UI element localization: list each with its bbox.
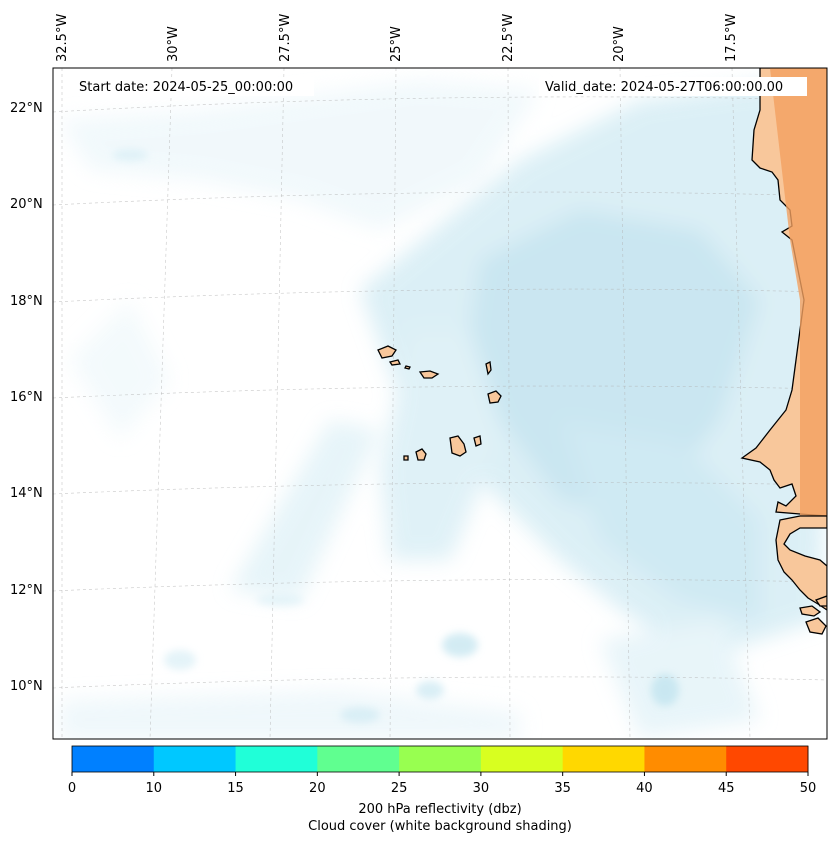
colorbar-cell xyxy=(72,746,155,772)
colorbar-cells xyxy=(72,746,809,772)
colorbar-cell xyxy=(726,746,809,772)
colorbar-cell xyxy=(153,746,237,772)
colorbar-cell xyxy=(235,746,318,772)
graticule xyxy=(53,68,827,739)
lon-label-20w: 20°W xyxy=(612,26,627,62)
valid-date-label: Valid_date: 2024-05-27T06:00:00.00 xyxy=(545,80,783,95)
colorbar: 0 10 15 20 25 30 35 40 45 50 200 hPa reflectivity… xyxy=(68,745,816,834)
lat-label-10n: 10°N xyxy=(10,679,43,694)
lon-label-25w: 25°W xyxy=(389,26,404,62)
lat-label-22n: 22°N xyxy=(10,101,43,116)
lat-label-12n: 12°N xyxy=(10,583,43,598)
colorbar-cell xyxy=(399,746,482,772)
colorbar-cell xyxy=(317,746,400,772)
hot-land-shading xyxy=(770,68,827,520)
colorbar-cell xyxy=(562,746,645,772)
cape-verde-islands xyxy=(377,345,502,461)
latitude-labels: 22°N 20°N 18°N 16°N 14°N 12°N 10°N xyxy=(10,101,43,694)
colorbar-tick-label: 15 xyxy=(227,781,244,796)
valid-date-annotation: Valid_date: 2024-05-27T06:00:00.00 xyxy=(539,77,807,96)
start-date-annotation: Start date: 2024-05-25_00:00:00 xyxy=(74,77,314,96)
colorbar-tick-label: 35 xyxy=(554,781,571,796)
map-frame xyxy=(52,67,828,740)
cloud-cover-shading xyxy=(60,80,827,739)
lat-label-16n: 16°N xyxy=(10,390,43,405)
colorbar-tick-label: 10 xyxy=(146,781,163,796)
colorbar-tick-label: 40 xyxy=(636,781,653,796)
longitude-labels: 32.5°W 30°W 27.5°W 25°W 22.5°W 20°W 17.5… xyxy=(55,14,739,62)
colorbar-title: 200 hPa reflectivity (dbz) xyxy=(358,802,521,817)
lon-label-22.5w: 22.5°W xyxy=(501,14,516,62)
west-africa-land xyxy=(740,68,827,635)
colorbar-tick-label: 45 xyxy=(718,781,735,796)
colorbar-tick-label: 30 xyxy=(473,781,490,796)
colorbar-cell xyxy=(644,746,727,772)
colorbar-frame xyxy=(71,745,809,773)
colorbar-cell xyxy=(480,746,564,772)
lat-label-20n: 20°N xyxy=(10,197,43,212)
colorbar-ticks: 0 10 15 20 25 30 35 40 45 50 xyxy=(68,772,816,796)
lon-label-27.5w: 27.5°W xyxy=(278,14,293,62)
colorbar-tick-label: 25 xyxy=(391,781,408,796)
lon-label-30w: 30°W xyxy=(166,26,181,62)
lat-label-14n: 14°N xyxy=(10,486,43,501)
start-date-label: Start date: 2024-05-25_00:00:00 xyxy=(79,80,293,95)
lon-label-17.5w: 17.5°W xyxy=(724,14,739,62)
lat-label-18n: 18°N xyxy=(10,294,43,309)
colorbar-subtitle: Cloud cover (white background shading) xyxy=(308,819,572,834)
lon-label-32.5w: 32.5°W xyxy=(55,14,70,62)
colorbar-tick-label: 0 xyxy=(68,781,76,796)
colorbar-tick-label: 20 xyxy=(309,781,326,796)
colorbar-tick-label: 50 xyxy=(800,781,817,796)
map-panel: Start date: 2024-05-25_00:00:00 Valid_da… xyxy=(53,68,827,739)
